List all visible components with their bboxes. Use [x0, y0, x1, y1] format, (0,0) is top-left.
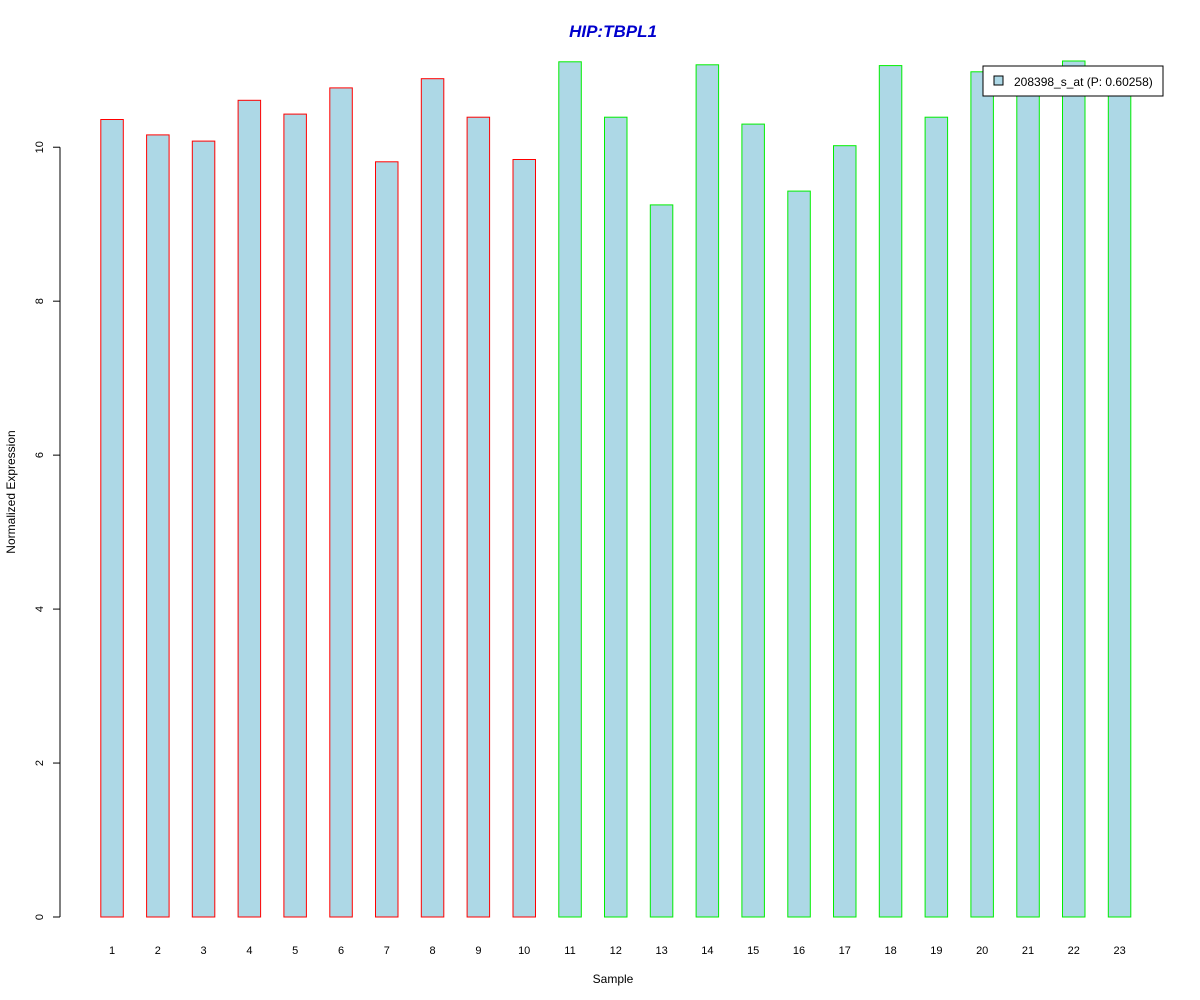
x-tick-label-2: 2 [155, 945, 161, 957]
y-tick-label-6: 6 [34, 452, 46, 458]
bar-sample-16 [787, 190, 811, 918]
legend: 208398_s_at (P: 0.60258) [982, 65, 1164, 97]
bar-sample-15 [741, 123, 765, 918]
bars-layer [100, 60, 1132, 918]
chart-title: HIP:TBPL1 [569, 22, 657, 41]
x-tick-label-23: 23 [1113, 945, 1125, 957]
bar-sample-1 [100, 119, 124, 918]
y-tick-label-2: 2 [34, 760, 46, 766]
bar-sample-14 [695, 64, 720, 918]
bar-sample-20 [970, 71, 994, 918]
x-tick-label-5: 5 [292, 945, 298, 957]
x-tick-label-3: 3 [201, 945, 207, 957]
bar-sample-23 [1107, 79, 1132, 918]
y-tick-label-0: 0 [34, 914, 46, 920]
y-axis: 0 2 4 6 8 10 [34, 141, 61, 920]
x-tick-label-21: 21 [1022, 945, 1034, 957]
x-tick-label-4: 4 [246, 945, 252, 957]
bar-sample-10 [512, 159, 536, 918]
bar-sample-4 [237, 99, 262, 918]
y-tick-label-10: 10 [34, 141, 46, 153]
x-tick-label-1: 1 [109, 945, 115, 957]
x-tick-label-7: 7 [384, 945, 390, 957]
y-tick-label-8: 8 [34, 298, 46, 304]
bar-sample-6 [329, 87, 353, 918]
x-tick-label-13: 13 [655, 945, 667, 957]
y-axis-title: Normalized Expression [4, 430, 18, 553]
x-tick-label-8: 8 [430, 945, 436, 957]
x-tick-label-6: 6 [338, 945, 344, 957]
legend-label: 208398_s_at (P: 0.60258) [1014, 75, 1153, 89]
bar-sample-9 [466, 116, 491, 918]
x-tick-label-17: 17 [839, 945, 851, 957]
x-tick-label-12: 12 [610, 945, 622, 957]
x-tick-label-9: 9 [475, 945, 481, 957]
bar-sample-19 [924, 116, 949, 918]
bar-sample-2 [146, 134, 170, 918]
x-tick-label-20: 20 [976, 945, 988, 957]
x-axis-title: Sample [593, 972, 634, 986]
bar-sample-11 [558, 61, 582, 918]
bar-sample-13 [649, 204, 674, 918]
bar-sample-5 [283, 113, 307, 918]
legend-swatch [993, 75, 1004, 86]
x-tick-label-19: 19 [930, 945, 942, 957]
x-axis-tick-labels: 1 2 3 4 5 6 7 8 9 10 11 12 13 14 15 16 17 18 19 20 21 22 23 [109, 945, 1126, 957]
bar-sample-22 [1062, 60, 1086, 918]
bar-sample-18 [878, 65, 903, 918]
x-tick-label-11: 11 [564, 945, 575, 957]
x-tick-label-15: 15 [747, 945, 759, 957]
bar-sample-17 [833, 145, 857, 918]
bar-sample-8 [420, 78, 445, 918]
bar-sample-7 [375, 161, 399, 918]
bar-sample-21 [1016, 78, 1040, 918]
x-tick-label-22: 22 [1068, 945, 1080, 957]
x-tick-label-14: 14 [701, 945, 713, 957]
x-tick-label-16: 16 [793, 945, 805, 957]
legend-box [982, 65, 1164, 97]
x-tick-label-18: 18 [884, 945, 896, 957]
x-tick-label-10: 10 [518, 945, 530, 957]
y-tick-label-4: 4 [34, 606, 46, 612]
bar-sample-12 [604, 116, 628, 918]
bar-sample-3 [191, 140, 216, 918]
